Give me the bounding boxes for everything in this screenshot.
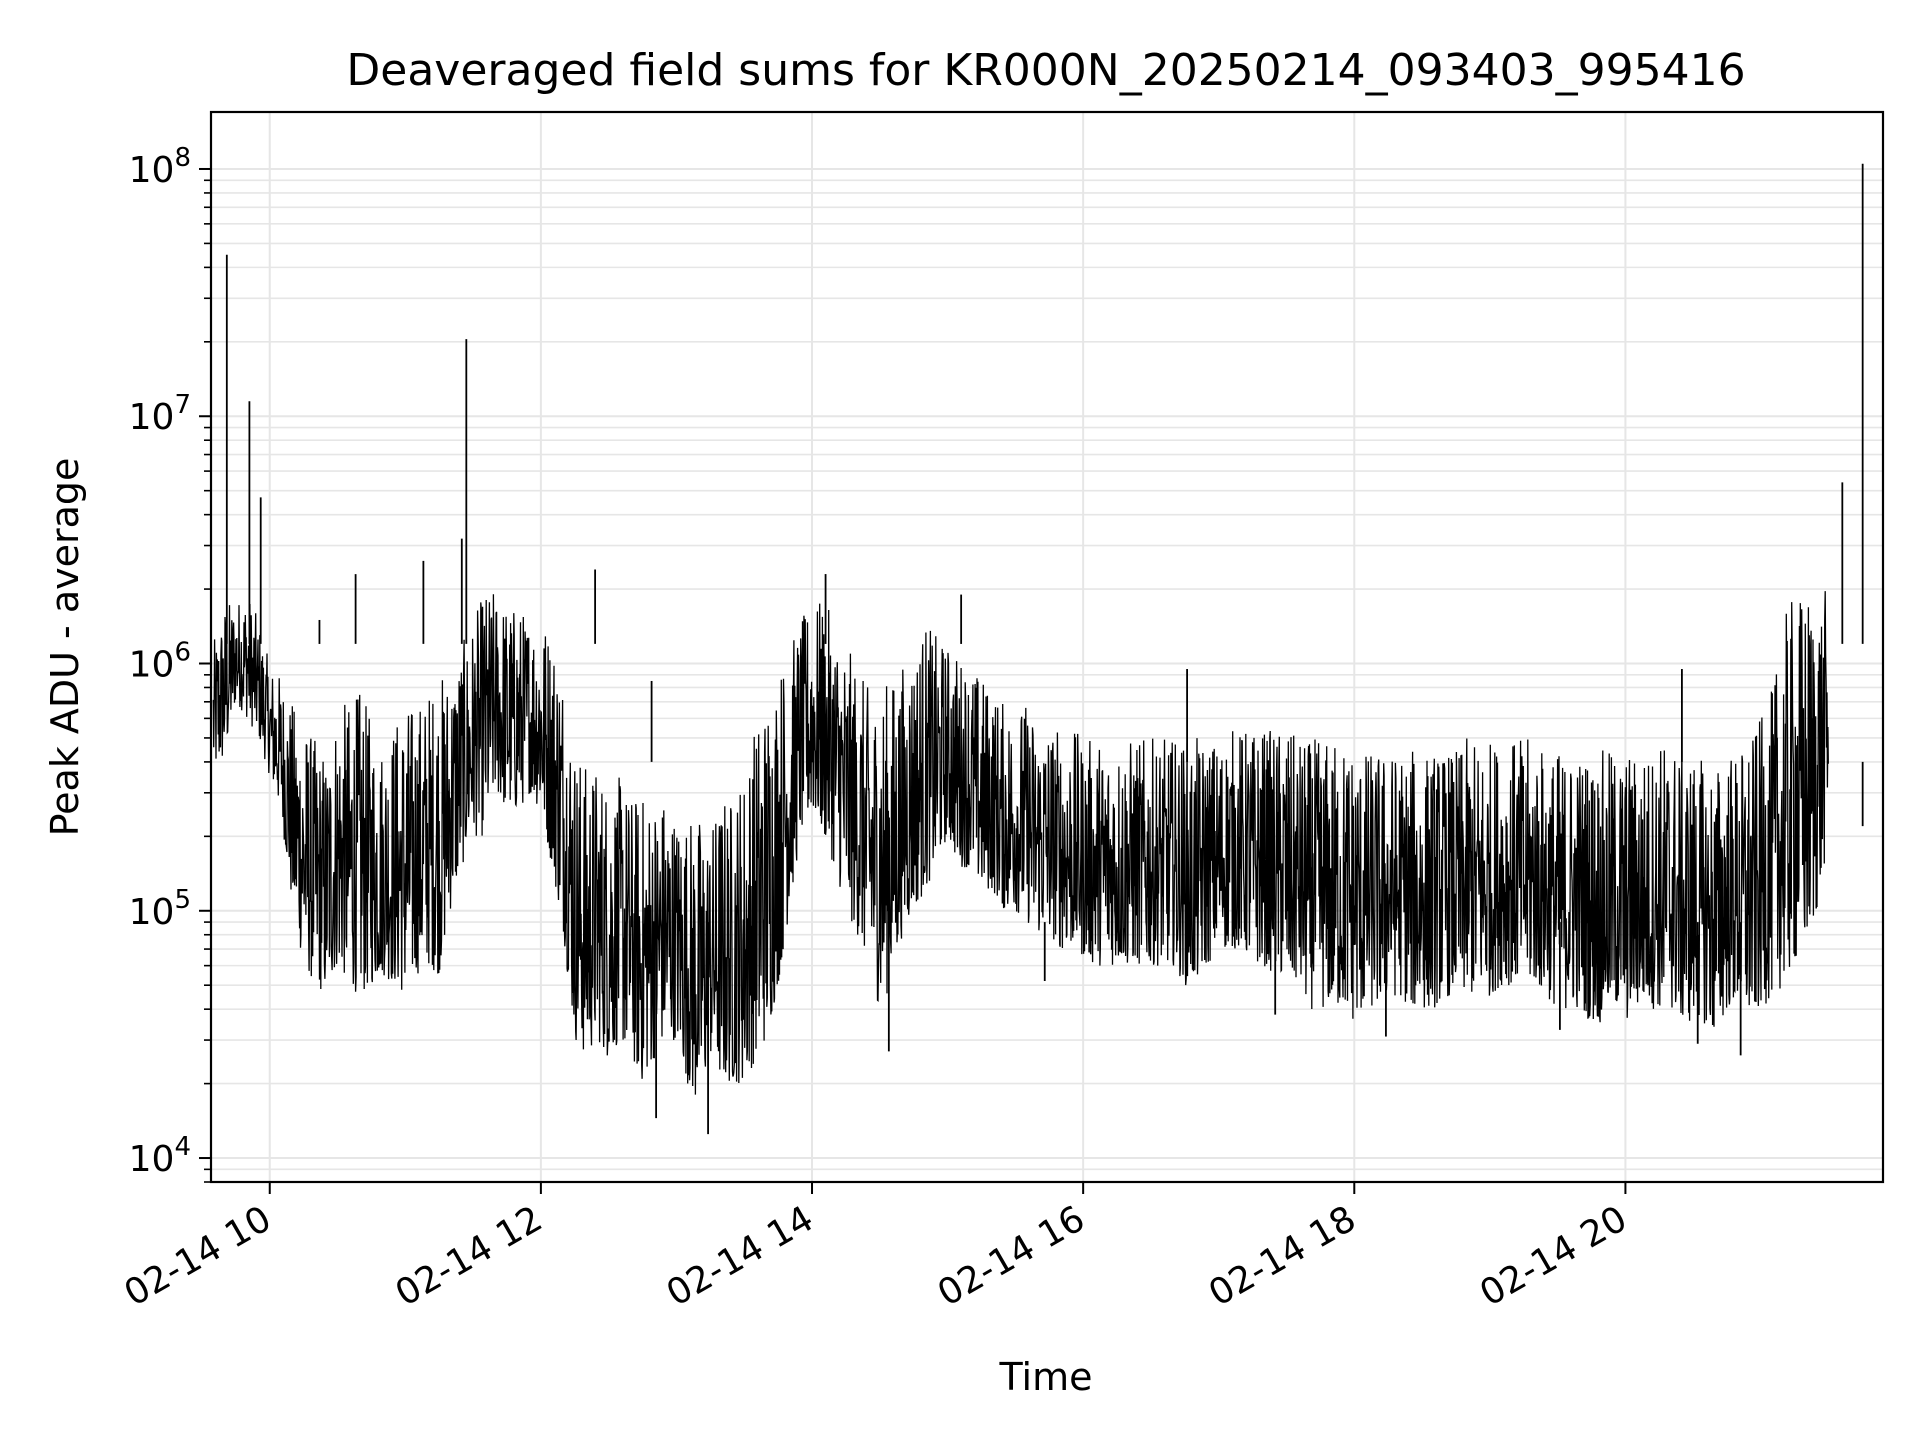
x-axis-label: Time bbox=[999, 1355, 1093, 1399]
y-axis-label: Peak ADU - average bbox=[43, 458, 87, 837]
y-tick-label: 108 bbox=[129, 143, 191, 191]
y-tick-label: 104 bbox=[129, 1132, 191, 1180]
chart-title: Deaveraged field sums for KR000N_2025021… bbox=[346, 45, 1745, 96]
y-tick-label: 105 bbox=[129, 885, 191, 933]
plot-frame bbox=[209, 110, 1885, 1184]
series-line bbox=[212, 591, 1829, 1095]
y-axis: 104 105 106 107 108 bbox=[129, 143, 211, 1183]
y-tick-label: 107 bbox=[129, 390, 191, 438]
y-tick-label: 106 bbox=[129, 638, 191, 686]
series bbox=[212, 163, 1864, 1135]
